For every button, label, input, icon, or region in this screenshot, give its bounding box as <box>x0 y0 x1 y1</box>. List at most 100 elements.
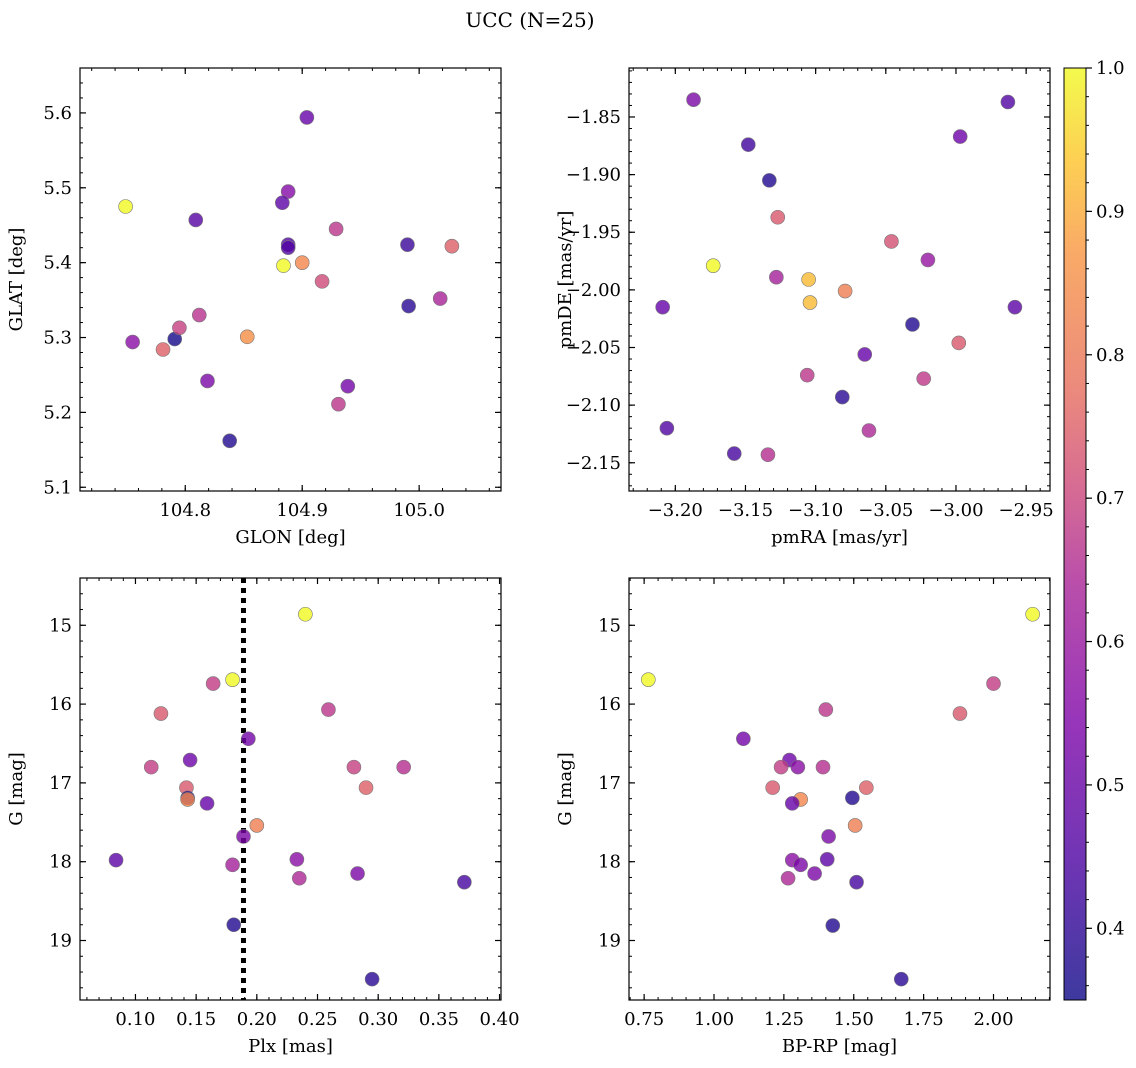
colorbar-tick-label: 0.8 <box>1096 345 1125 366</box>
y-tick-label: 5.5 <box>43 178 72 199</box>
y-tick-label: 15 <box>49 615 72 636</box>
y-tick-label: −1.95 <box>566 222 621 243</box>
data-point <box>298 606 313 622</box>
data-point <box>225 672 240 687</box>
data-point <box>241 731 256 747</box>
data-point <box>920 252 936 268</box>
data-point <box>790 759 806 775</box>
data-point <box>125 334 140 350</box>
data-point <box>314 274 330 289</box>
data-point <box>358 780 374 795</box>
data-point <box>153 706 169 721</box>
data-point <box>299 110 315 125</box>
panel-1: 104.8 104.9 105.0 5.1 5.2 5.3 5.4 5.5 5.6 GLON [d… <box>6 67 502 548</box>
data-point <box>986 676 1001 691</box>
data-point <box>276 258 291 273</box>
data-point <box>108 852 124 868</box>
colorbar-tick-label: 0.4 <box>1096 918 1125 939</box>
y-tick-label: −1.85 <box>566 107 621 128</box>
data-point <box>641 672 656 687</box>
y-axis-label: pmDE [mas/yr] <box>555 211 576 349</box>
data-point <box>143 759 159 775</box>
data-point <box>815 759 831 775</box>
data-point <box>780 870 796 886</box>
data-point <box>350 866 365 881</box>
y-tick-label: 5.3 <box>43 328 72 349</box>
panel-2: −3.20 −3.15 −3.10 −3.05 −3.00 −2.95 −2.15 −2.10… <box>555 67 1054 548</box>
data-point <box>331 396 346 412</box>
data-point <box>807 866 822 881</box>
data-point <box>705 258 721 273</box>
y-tick-label: 17 <box>598 773 621 794</box>
y-tick-label: −1.90 <box>566 165 621 186</box>
data-point <box>222 433 237 449</box>
data-point <box>802 295 818 310</box>
data-point <box>916 371 932 386</box>
y-tick-label: 18 <box>598 852 621 873</box>
x-tick-label: 0.15 <box>176 1009 216 1030</box>
axes-frame <box>628 67 1051 492</box>
x-tick-label: −3.15 <box>718 500 773 521</box>
y-tick-label: 5.4 <box>43 253 72 274</box>
x-tick-label: 104.8 <box>159 500 211 521</box>
y-axis-label: G [mag] <box>6 752 27 825</box>
data-point <box>861 423 877 438</box>
data-point <box>770 209 786 225</box>
data-point <box>172 320 187 336</box>
data-point <box>821 829 836 844</box>
colorbar-tick-label: 0.7 <box>1096 488 1125 509</box>
data-point <box>801 272 816 287</box>
data-point <box>294 255 310 270</box>
axes-frame <box>79 577 502 1001</box>
data-point <box>188 212 204 228</box>
data-point <box>835 389 850 405</box>
data-point <box>321 702 336 717</box>
x-tick-label: −3.20 <box>648 500 703 521</box>
data-point <box>1000 94 1016 110</box>
x-tick-label: 105.0 <box>393 500 445 521</box>
data-point <box>432 291 448 306</box>
data-point <box>849 874 864 890</box>
data-point <box>765 780 780 795</box>
y-tick-label: 5.6 <box>43 103 72 124</box>
data-point <box>400 237 415 252</box>
x-tick-label: −3.10 <box>788 500 843 521</box>
data-point <box>859 780 874 795</box>
data-point <box>760 447 776 462</box>
x-tick-label: 0.25 <box>297 1009 337 1030</box>
y-tick-label: 15 <box>598 615 621 636</box>
panel-4: 0.75 1.00 1.25 1.50 1.75 2.00 15 16 17 18 19 BP-RP … <box>555 577 1051 1057</box>
y-tick-label: 19 <box>49 931 72 952</box>
y-tick-label: 19 <box>598 931 621 952</box>
data-point <box>340 378 356 394</box>
x-tick-label: 1.75 <box>904 1009 944 1030</box>
colorbar-tick-label: 0.6 <box>1096 632 1125 653</box>
y-axis-label: GLAT [deg] <box>6 228 27 332</box>
x-tick-label: 2.00 <box>973 1009 1013 1030</box>
data-point <box>346 759 362 775</box>
data-point <box>1007 299 1023 315</box>
data-point <box>884 234 899 249</box>
x-tick-label: 0.35 <box>419 1009 459 1030</box>
data-point <box>769 269 784 285</box>
data-point <box>845 790 860 806</box>
x-tick-label: 1.00 <box>694 1009 734 1030</box>
data-point <box>182 752 198 768</box>
data-point <box>364 971 380 987</box>
x-tick-label: −3.05 <box>858 500 913 521</box>
x-tick-label: 0.30 <box>358 1009 398 1030</box>
data-point <box>291 870 307 886</box>
x-tick-label: 0.40 <box>480 1009 520 1030</box>
data-point <box>847 818 863 833</box>
x-axis-label: Plx [mas] <box>248 1036 333 1057</box>
panels: 104.8 104.9 105.0 5.1 5.2 5.3 5.4 5.5 5.6 GLON [d… <box>6 67 1054 1057</box>
colorbar-tick-label: 0.9 <box>1096 201 1125 222</box>
data-point <box>444 238 460 254</box>
data-point <box>396 759 411 775</box>
data-point <box>793 857 808 873</box>
colorbar: 0.4 0.5 0.6 0.7 0.8 0.9 1.0 <box>1063 58 1125 1001</box>
data-point <box>818 702 834 717</box>
y-tick-label: 18 <box>49 852 72 873</box>
data-point <box>191 307 207 323</box>
